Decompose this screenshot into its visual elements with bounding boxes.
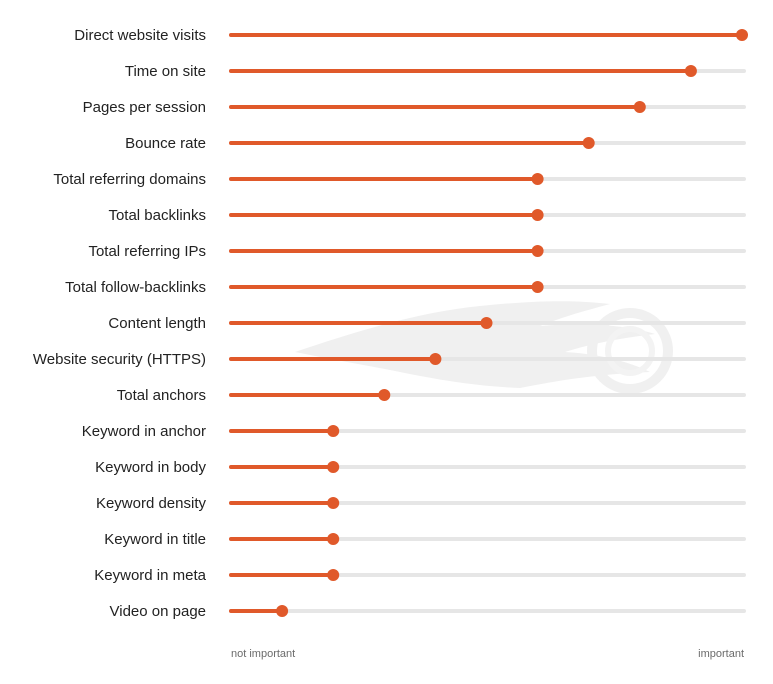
x-axis-max-label: important bbox=[698, 648, 744, 660]
value-marker bbox=[633, 101, 646, 113]
category-label: Keyword in body bbox=[95, 459, 206, 476]
value-marker bbox=[531, 245, 544, 257]
value-marker bbox=[531, 281, 544, 293]
category-label: Video on page bbox=[110, 603, 206, 620]
category-label: Direct website visits bbox=[74, 27, 206, 44]
value-marker bbox=[327, 461, 340, 473]
chart-row: Total follow-backlinks bbox=[65, 279, 746, 296]
chart-row: Keyword density bbox=[96, 495, 746, 512]
category-label: Keyword in meta bbox=[94, 567, 206, 584]
chart-row: Time on site bbox=[125, 63, 746, 80]
category-label: Total anchors bbox=[117, 387, 206, 404]
chart-rows: Direct website visits Time on site Pages p… bbox=[33, 27, 748, 620]
chart-row: Total anchors bbox=[117, 387, 746, 404]
category-label: Pages per session bbox=[83, 99, 206, 116]
category-label: Content length bbox=[108, 315, 206, 332]
watermark-ring bbox=[587, 308, 673, 394]
chart-row: Total backlinks bbox=[108, 207, 746, 224]
chart-row: Total referring IPs bbox=[88, 243, 746, 260]
category-label: Website security (HTTPS) bbox=[33, 351, 206, 368]
watermark-ring-inner bbox=[605, 326, 655, 376]
value-marker bbox=[531, 173, 544, 185]
category-label: Total backlinks bbox=[108, 207, 206, 224]
value-marker bbox=[378, 389, 391, 401]
chart-row: Website security (HTTPS) bbox=[33, 351, 746, 368]
category-label: Keyword in title bbox=[104, 531, 206, 548]
chart-row: Pages per session bbox=[83, 99, 746, 116]
category-label: Keyword density bbox=[96, 495, 207, 512]
chart-row: Bounce rate bbox=[125, 135, 746, 152]
category-label: Total referring IPs bbox=[88, 243, 206, 260]
value-marker bbox=[736, 29, 748, 41]
chart-row: Video on page bbox=[110, 603, 746, 620]
value-marker bbox=[327, 425, 340, 437]
category-label: Time on site bbox=[125, 63, 206, 80]
value-marker bbox=[582, 137, 595, 149]
value-marker bbox=[429, 353, 442, 365]
watermark-flame-shape bbox=[295, 301, 655, 388]
category-label: Keyword in anchor bbox=[82, 423, 206, 440]
x-axis-notes: not important important bbox=[231, 648, 744, 660]
chart-row: Keyword in meta bbox=[94, 567, 746, 584]
value-marker bbox=[327, 533, 340, 545]
chart-row: Content length bbox=[108, 315, 746, 332]
value-marker bbox=[684, 65, 697, 77]
category-label: Total follow-backlinks bbox=[65, 279, 206, 296]
chart-row: Direct website visits bbox=[74, 27, 748, 44]
x-axis-min-label: not important bbox=[231, 648, 295, 660]
value-marker bbox=[480, 317, 493, 329]
value-marker bbox=[531, 209, 544, 221]
value-marker bbox=[276, 605, 289, 617]
value-marker bbox=[327, 569, 340, 581]
category-label: Bounce rate bbox=[125, 135, 206, 152]
chart-row: Keyword in title bbox=[104, 531, 746, 548]
value-marker bbox=[327, 497, 340, 509]
chart-row: Keyword in anchor bbox=[82, 423, 746, 440]
chart-row: Keyword in body bbox=[95, 459, 746, 476]
category-label: Total referring domains bbox=[53, 171, 206, 188]
flame-logo-watermark bbox=[295, 301, 673, 394]
chart-row: Total referring domains bbox=[53, 171, 746, 188]
